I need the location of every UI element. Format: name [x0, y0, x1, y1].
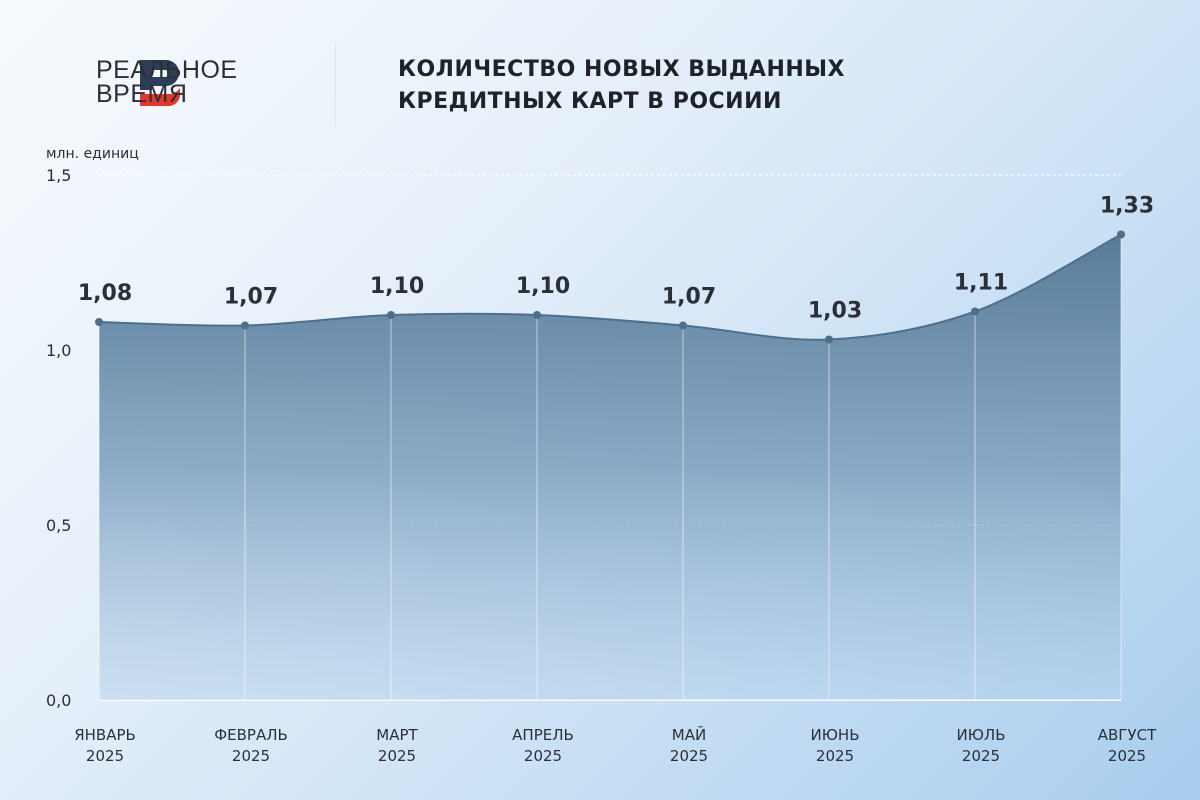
- logo-text: РЕАЛЬНОЕ ВРЕМЯ: [96, 56, 238, 108]
- x-tick-month: МАЙ: [672, 725, 706, 744]
- data-point: [971, 307, 979, 316]
- x-tick-year: 2025: [524, 747, 562, 765]
- data-label: 1,03: [808, 299, 862, 324]
- series-line: [98, 233, 1122, 341]
- data-label: 1,07: [662, 285, 716, 310]
- data-point: [1117, 230, 1125, 239]
- data-label: 1,08: [78, 281, 132, 306]
- chart-title: КОЛИЧЕСТВО НОВЫХ ВЫДАННЫХ КРЕДИТНЫХ КАРТ…: [398, 54, 845, 118]
- logo-line-2: ВРЕМЯ: [96, 80, 188, 108]
- data-point: [533, 311, 541, 319]
- x-tick-year: 2025: [816, 747, 854, 765]
- title-line-1: КОЛИЧЕСТВО НОВЫХ ВЫДАННЫХ: [398, 57, 846, 82]
- x-tick-month: ФЕВРАЛЬ: [214, 726, 288, 744]
- data-label: 1,07: [224, 285, 278, 310]
- x-tick-year: 2025: [962, 747, 1000, 765]
- logo-icon: [140, 60, 180, 106]
- x-tick-year: 2025: [670, 747, 708, 765]
- x-tick-month: АПРЕЛЬ: [512, 726, 574, 744]
- header-divider: [335, 42, 336, 127]
- x-tick-year: 2025: [232, 747, 270, 765]
- data-point: [95, 318, 103, 326]
- area-fill: [99, 234, 1121, 700]
- data-point: [241, 321, 249, 330]
- x-tick-year: 2025: [1108, 747, 1146, 765]
- x-tick-month: МАРТ: [376, 726, 418, 744]
- y-tick-label: 0,0: [46, 691, 71, 710]
- x-tick-month: ИЮЛЬ: [957, 726, 1006, 744]
- data-point: [679, 321, 687, 330]
- data-label: 1,10: [516, 274, 570, 299]
- x-tick-month: ЯНВАРЬ: [74, 726, 136, 744]
- data-label: 1,11: [954, 271, 1008, 296]
- title-line-2: КРЕДИТНЫХ КАРТ В РОСИИИ: [398, 89, 782, 114]
- data-label: 1,10: [370, 274, 424, 299]
- logo-line-1: РЕАЛЬНОЕ: [96, 56, 238, 84]
- x-tick-year: 2025: [86, 747, 124, 765]
- x-tick-year: 2025: [378, 747, 416, 765]
- y-axis-unit: млн. единиц: [46, 146, 139, 162]
- y-tick-label: 0,5: [46, 516, 71, 535]
- y-tick-label: 1,5: [46, 166, 71, 185]
- x-tick-month: ИЮНЬ: [811, 726, 860, 744]
- data-point: [825, 335, 833, 344]
- data-label: 1,33: [1100, 194, 1154, 219]
- x-tick-month: АВГУСТ: [1098, 726, 1157, 744]
- data-point: [387, 311, 395, 319]
- y-tick-label: 1,0: [46, 341, 71, 360]
